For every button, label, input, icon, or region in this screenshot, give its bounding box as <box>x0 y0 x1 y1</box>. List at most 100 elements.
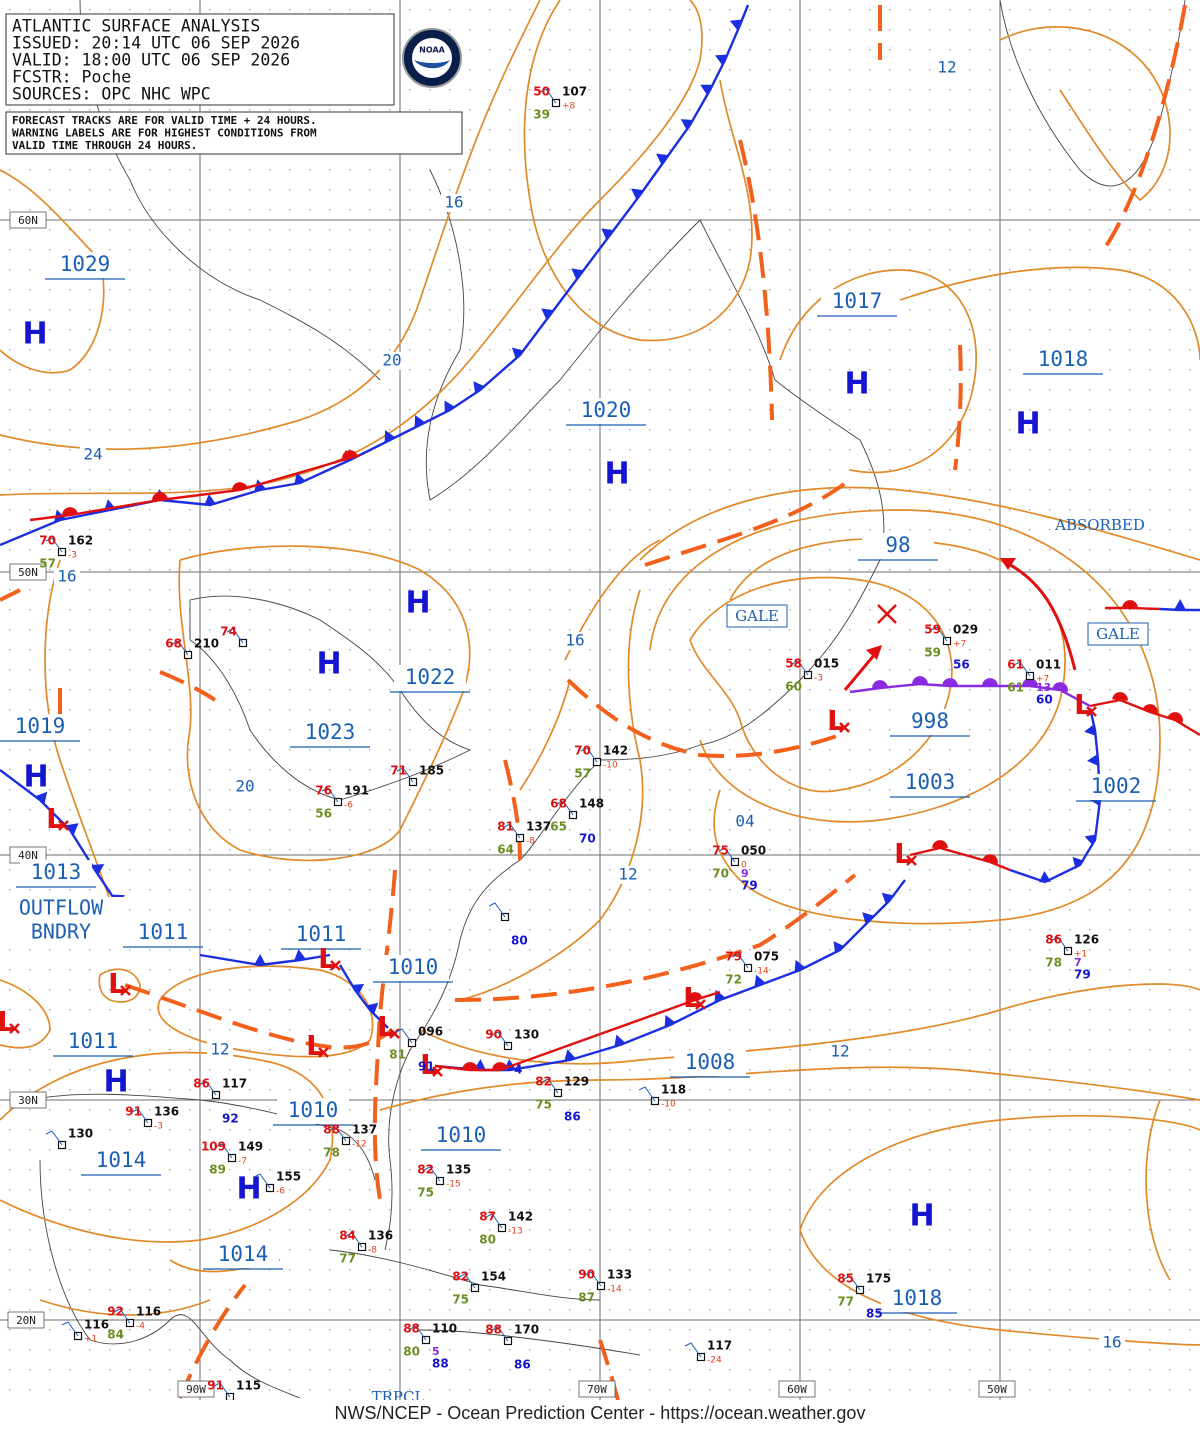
high-center: H <box>316 647 341 682</box>
station-dew: 80 <box>403 1345 420 1359</box>
pressure-label-bg <box>394 665 466 691</box>
station-temp: 86 <box>1045 933 1062 947</box>
wind-barb <box>45 537 63 553</box>
wind-barb <box>556 800 574 816</box>
isobar <box>799 1115 1200 1346</box>
wind-barb <box>1013 661 1031 677</box>
pressure-label-bg <box>294 720 366 746</box>
station-tendency: -6 <box>344 801 353 811</box>
grid-label-box <box>778 1380 816 1398</box>
isobar <box>1145 1099 1171 1281</box>
isobar-label: 12 <box>210 1040 229 1059</box>
high-center: H <box>909 1199 934 1234</box>
station-dew: 59 <box>924 646 941 660</box>
station-pressure: 148 <box>579 797 604 811</box>
station-pressure: 050 <box>741 844 766 858</box>
station-extra: 92 <box>222 1112 239 1126</box>
station-tendency: -8 <box>526 837 535 847</box>
pressure-label: 1010 <box>288 1098 339 1122</box>
low-x <box>318 1047 329 1058</box>
low-x <box>389 1028 400 1039</box>
isobar <box>0 1051 334 1243</box>
grid-label-box <box>978 1380 1016 1398</box>
station-pressure: 185 <box>419 764 444 778</box>
wind-barb <box>541 1078 559 1094</box>
station-tendency: -8 <box>368 1246 377 1256</box>
trough <box>503 759 522 861</box>
station-pressure: 137 <box>352 1123 377 1137</box>
pressure-label: 1011 <box>138 920 189 944</box>
pressure-label-bg <box>1027 347 1099 373</box>
warning-box <box>726 604 788 628</box>
wind-barb <box>485 1213 503 1229</box>
station-extra: 88 <box>432 1357 449 1371</box>
trough <box>1098 4 1187 257</box>
isobar-label-bg <box>615 866 641 884</box>
wind-barb <box>61 1321 79 1337</box>
pressure-label-bg <box>821 289 893 315</box>
station-temp: 68 <box>165 637 182 651</box>
grid-label: 50W <box>987 1383 1007 1396</box>
pressure-label-bg <box>277 1098 349 1124</box>
station-pressure: 137 <box>526 820 551 834</box>
station-pressure: 115 <box>236 1379 261 1393</box>
station-temp: 85 <box>837 1272 854 1286</box>
pressure-label-bg <box>894 709 966 735</box>
pressure-label: 1002 <box>1091 774 1142 798</box>
station-pressure: 191 <box>344 784 369 798</box>
station-tendency: -13 <box>508 1227 523 1237</box>
isobar-label: 24 <box>83 445 102 464</box>
high-center: H <box>604 457 629 492</box>
wind-barb <box>345 1232 363 1248</box>
pressure-label: 1029 <box>60 252 111 276</box>
isobar-label-bg <box>827 1043 853 1061</box>
station-temp: 76 <box>315 784 332 798</box>
station-temp: 50 <box>533 85 550 99</box>
station-dew: 84 <box>107 1328 124 1342</box>
station-temp: 109 <box>201 1140 226 1154</box>
dissipated-marker <box>877 604 897 624</box>
isobar-label-bg <box>80 446 106 464</box>
header-boxes <box>5 13 463 155</box>
pressure-label: 1011 <box>68 1029 119 1053</box>
station-dew: 75 <box>535 1098 552 1112</box>
station-temp: 68 <box>550 797 567 811</box>
low-center: L <box>894 837 912 870</box>
pressure-label-bg <box>881 1286 953 1312</box>
station-tendency: -15 <box>446 1180 461 1190</box>
wind-barb <box>45 1130 63 1146</box>
grid-label-box <box>9 1091 47 1109</box>
pressure-label-bg <box>377 955 449 981</box>
wind-barb <box>458 1273 476 1289</box>
station-temp: 82 <box>452 1270 469 1284</box>
low-center: L <box>46 802 64 835</box>
isobar-label: 20 <box>235 777 254 796</box>
wind-barb <box>1051 936 1069 952</box>
low-x <box>1086 706 1097 717</box>
isobar-label-bg <box>441 194 467 212</box>
station-extra: 4 <box>514 1063 522 1077</box>
isobar <box>0 979 51 1049</box>
note-line: FORECAST TRACKS ARE FOR VALID TIME + 24 … <box>12 114 317 127</box>
isobar <box>999 26 1171 202</box>
trough <box>124 983 394 1050</box>
warning-label: GALE <box>1096 625 1140 643</box>
pressure-label-bg <box>894 770 966 796</box>
isobar-label: 16 <box>444 193 463 212</box>
header-line: FCSTR: Poche <box>12 68 131 87</box>
arrow-head <box>866 645 882 660</box>
station-dew: 78 <box>323 1146 340 1160</box>
pressure-label-bg <box>49 252 121 278</box>
station-temp: 79 <box>725 950 742 964</box>
wind-barb <box>638 1086 656 1102</box>
isobar-label-bg <box>1099 1334 1125 1352</box>
trough <box>953 344 963 471</box>
station-pressure: 118 <box>661 1083 686 1097</box>
isobar-label-bg <box>934 59 960 77</box>
station-temp: 81 <box>497 820 514 834</box>
wind-barb <box>539 88 557 104</box>
station-tendency: +1 <box>84 1335 97 1345</box>
wind-barb <box>791 660 809 676</box>
station-tendency: -10 <box>661 1100 676 1110</box>
